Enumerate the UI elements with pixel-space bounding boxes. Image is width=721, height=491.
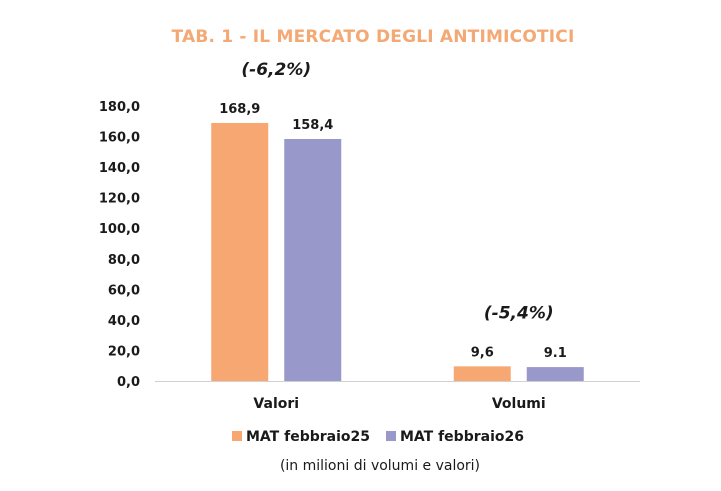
data-label: 168,9 — [219, 102, 260, 117]
data-label: 9,6 — [471, 345, 494, 360]
y-tick-label: 160,0 — [99, 131, 140, 146]
bar — [284, 139, 342, 381]
category-labels: Valori Volumi — [253, 396, 545, 412]
y-tick-label: 80,0 — [108, 253, 140, 268]
change-annotation: (-6,2%) — [241, 60, 311, 80]
chart-title: TAB. 1 - IL MERCATO DEGLI ANTIMICOTICI — [171, 27, 574, 47]
y-axis: 0,0 20,0 40,0 60,0 80,0 100,0 120,0 140,0 160,0 1… — [99, 100, 140, 390]
x-tick-label: Valori — [253, 396, 299, 412]
y-tick-label: 60,0 — [108, 283, 140, 298]
x-tick-label: Volumi — [492, 396, 546, 412]
data-label: 158,4 — [292, 118, 333, 133]
y-tick-label: 180,0 — [99, 100, 140, 115]
legend-swatch — [232, 431, 242, 441]
bars: 168,9 158,4 9,6 9.1 — [211, 102, 584, 381]
y-tick-label: 140,0 — [99, 161, 140, 176]
y-tick-label: 0,0 — [117, 375, 140, 390]
y-tick-label: 20,0 — [108, 344, 140, 359]
bar — [526, 367, 584, 381]
data-label: 9.1 — [544, 346, 567, 361]
legend: MAT febbraio25 MAT febbraio26 — [232, 429, 524, 445]
legend-label: MAT febbraio25 — [246, 429, 370, 445]
legend-swatch — [385, 431, 396, 441]
y-tick-label: 40,0 — [108, 314, 140, 329]
annotations: (-6,2%) (-5,4%) — [241, 60, 553, 323]
bar — [453, 366, 511, 381]
y-tick-label: 120,0 — [99, 192, 140, 207]
change-annotation: (-5,4%) — [484, 303, 554, 323]
chart-footnote: (in milioni di volumi e valori) — [280, 458, 480, 474]
legend-label: MAT febbraio26 — [400, 429, 524, 445]
bar — [211, 122, 269, 381]
y-tick-label: 100,0 — [99, 222, 140, 237]
